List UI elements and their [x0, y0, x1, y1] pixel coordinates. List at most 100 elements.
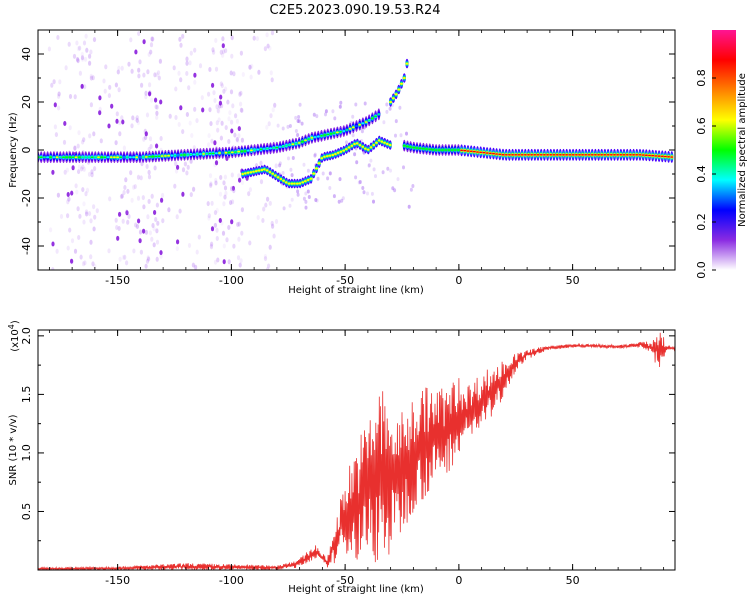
spectrogram-cell	[372, 199, 375, 204]
spectrogram-cell	[211, 82, 215, 88]
spectrogram-cell	[321, 171, 325, 176]
ridge-cell	[536, 154, 540, 156]
spectrogram-cell	[271, 107, 275, 113]
ridge-cell	[348, 127, 352, 130]
spectrogram-cell	[132, 248, 136, 254]
ridge-cell	[488, 152, 492, 155]
spectrogram-cell	[188, 60, 192, 66]
spectrogram-cell	[110, 103, 114, 109]
ridge-cell	[406, 145, 409, 148]
spectrogram-cell	[268, 244, 272, 250]
spectrogram-cell	[212, 49, 216, 55]
spectrogram-cell	[155, 115, 159, 120]
ridge-cell	[128, 156, 132, 158]
spectrogram-cell	[82, 137, 86, 143]
spectrogram-cell	[224, 48, 228, 54]
spectrogram-cell	[75, 57, 80, 62]
spectrogram-cell	[173, 183, 177, 189]
spectrogram-cell	[228, 110, 232, 116]
ridge-cell	[587, 154, 591, 156]
spectrogram-cell	[102, 78, 106, 84]
spectrogram-cell	[195, 249, 199, 255]
ridge-cell	[97, 156, 100, 158]
spectrogram-cell	[88, 53, 92, 59]
spectrogram-cell	[92, 131, 96, 137]
spectrogram-cell	[130, 68, 134, 74]
spectrogram-cell	[278, 163, 282, 168]
spectrogram-cell	[126, 219, 130, 225]
spectrogram-cell	[186, 164, 190, 170]
branch-cell	[241, 173, 245, 175]
ridge-cell	[256, 148, 260, 151]
spectrogram-cell	[77, 164, 81, 170]
spectrogram-cell	[83, 260, 87, 266]
ridge-cell	[558, 154, 562, 156]
ridge-cell	[367, 119, 371, 122]
spectrogram-cell	[107, 123, 111, 129]
ridge-cell	[288, 144, 292, 146]
spectrogram-cell	[208, 107, 212, 113]
ridge-cell	[62, 156, 65, 158]
spectrogram-cell	[255, 36, 259, 42]
spectrogram-cell	[216, 108, 220, 114]
spectrogram-cell	[90, 169, 94, 175]
spectrogram-cell	[276, 123, 280, 128]
branch-cell	[353, 143, 357, 145]
spectrogram-cell	[209, 183, 213, 188]
spectrogram-cell	[331, 109, 335, 114]
ridge-cell	[447, 149, 451, 151]
spectrogram-cell	[175, 214, 179, 220]
spectrogram-cell	[178, 36, 182, 42]
ridge-cell	[58, 156, 62, 158]
spectrogram-cell	[154, 104, 158, 110]
spectrogram-cell	[62, 139, 67, 145]
spectrogram-cell	[313, 152, 317, 157]
spectrogram-cell	[193, 47, 197, 53]
spectrogram-cell	[51, 169, 55, 175]
ridge-cell	[622, 154, 626, 156]
spectrogram-cell	[281, 171, 285, 175]
spectrogram-cell	[147, 169, 151, 175]
spectrogram-cell	[219, 135, 223, 141]
snr-frame	[37, 329, 676, 571]
ridge-cell	[511, 154, 515, 156]
spectrogram-cell	[152, 226, 156, 232]
spectrogram-cell	[135, 118, 139, 123]
spectrogram-cell	[241, 72, 245, 77]
spectrogram-cell	[296, 189, 300, 194]
spectrogram-cell	[175, 246, 179, 252]
spectrogram-cell	[140, 82, 144, 88]
spectrogram-cell	[70, 238, 75, 244]
spectrogram-cell	[57, 91, 61, 97]
ridge-cell	[657, 155, 661, 157]
spectrogram-cell	[209, 244, 214, 250]
ridge-cell	[606, 154, 610, 156]
branch-cell	[385, 142, 389, 145]
spectrogram-cell	[149, 144, 153, 149]
ridge-cell	[154, 155, 158, 158]
ridge-cell	[370, 117, 374, 120]
spectrogram-cell	[339, 100, 343, 105]
spectrogram-cell	[197, 234, 201, 240]
spectrogram-cell	[268, 200, 272, 206]
spectrogram-cell	[286, 124, 290, 129]
spectrogram-cell	[249, 74, 253, 80]
ridge-cell	[284, 144, 288, 147]
branch-cell	[314, 167, 319, 170]
spectrogram-cell	[123, 185, 127, 190]
spectrogram-cell	[76, 206, 80, 212]
branch-cell	[301, 181, 305, 184]
spectrogram-cell	[82, 40, 87, 46]
spectrogram-cell	[118, 131, 122, 137]
spectrogram-cell	[146, 255, 150, 261]
spectrogram-cell	[221, 43, 225, 49]
ridge-cell	[151, 155, 155, 158]
spectrogram-cell	[326, 176, 330, 181]
spectrogram-cell	[214, 180, 218, 186]
spectrogram-cell	[117, 226, 121, 231]
ridge-cell	[291, 143, 295, 145]
spectrogram-cell	[391, 186, 395, 191]
spectrogram-cell	[240, 230, 244, 236]
spectrogram-cell	[77, 169, 81, 175]
spectrogram-cell	[307, 195, 311, 199]
